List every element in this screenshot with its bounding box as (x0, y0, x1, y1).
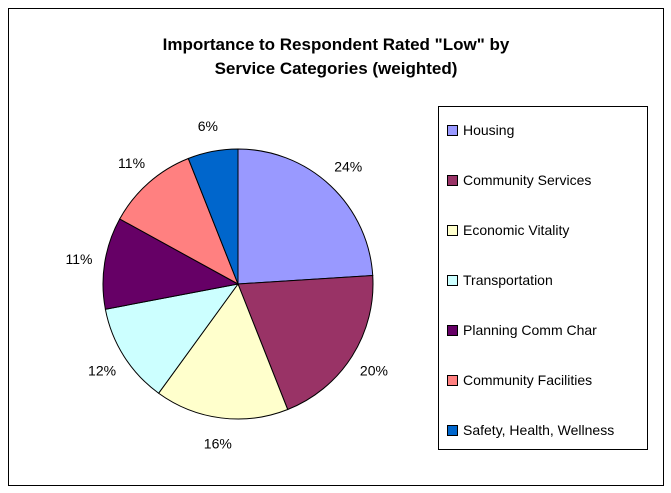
legend-item: Safety, Health, Wellness (447, 421, 614, 439)
pie-slice-community-facilities (119, 157, 239, 286)
legend-label: Community Services (463, 172, 592, 188)
legend-swatch (447, 274, 458, 286)
data-label: 12% (88, 362, 116, 378)
legend-swatch (447, 324, 458, 336)
legend-label: Community Facilities (463, 372, 593, 388)
legend-item: Economic Vitality (447, 221, 569, 239)
pie-slice-transportation (104, 283, 240, 394)
legend-swatch (447, 424, 458, 436)
legend-item: Planning Comm Char (447, 321, 597, 339)
legend-label: Planning Comm Char (463, 322, 597, 338)
legend: Housing Community Services Economic Vitali… (438, 106, 648, 450)
data-label: 6% (198, 118, 218, 134)
data-label: 20% (360, 362, 388, 378)
data-label: 24% (334, 159, 362, 175)
legend-item: Transportation (447, 271, 553, 289)
legend-item: Community Facilities (447, 371, 592, 389)
data-label: 11% (65, 251, 92, 267)
legend-label: Transportation (463, 272, 553, 288)
legend-item: Community Services (447, 171, 591, 189)
legend-label: Economic Vitality (463, 222, 570, 238)
legend-swatch (447, 174, 458, 186)
pie-slice-economic-vitality (157, 282, 289, 420)
chart-title-line-1: Importance to Respondent Rated "Low" by (162, 35, 510, 54)
chart-title-line-2: Service Categories (weighted) (214, 59, 458, 78)
legend-item: Housing (447, 121, 514, 139)
data-label: 11% (118, 155, 145, 171)
chart-title: Importance to Respondent Rated "Low" by … (9, 33, 663, 81)
pie-slice-safety-health-wellness (187, 148, 239, 285)
pie-slice-housing (237, 148, 374, 285)
legend-label: Safety, Health, Wellness (463, 422, 615, 438)
pie-slice-planning-comm-char (102, 218, 240, 310)
data-label: 16% (204, 436, 232, 452)
legend-swatch (447, 374, 458, 386)
legend-label: Housing (463, 122, 515, 138)
legend-swatch (447, 224, 458, 236)
legend-swatch (447, 124, 458, 136)
pie-slice-community-services (237, 274, 374, 411)
